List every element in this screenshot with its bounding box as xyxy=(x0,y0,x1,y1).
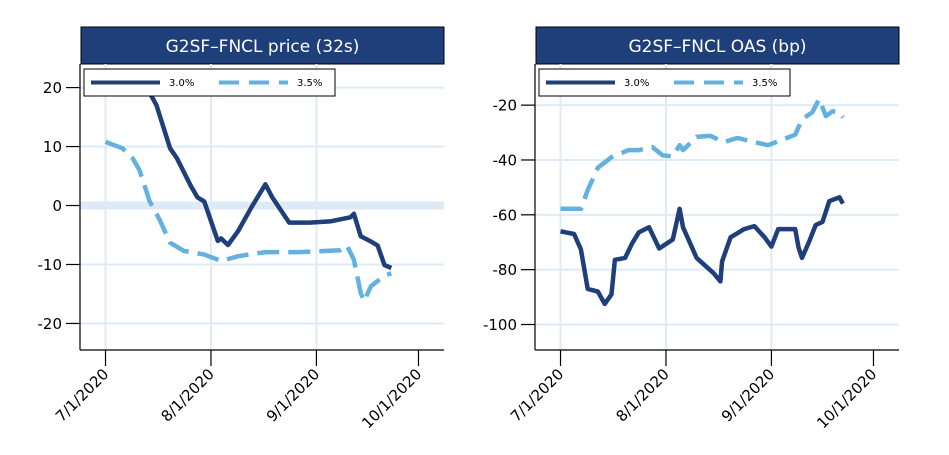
x-tick-label: 8/1/2020 xyxy=(157,365,217,425)
x-tick-label: 8/1/2020 xyxy=(612,365,672,425)
y-tick-label: 10 xyxy=(43,138,62,156)
oas-chart-title-bar xyxy=(535,26,900,65)
x-tick-label: 9/1/2020 xyxy=(263,365,323,425)
legend-label-3-0: 3.0% xyxy=(624,78,649,89)
series-line-3-5- xyxy=(560,96,845,212)
x-tick-label: 10/1/2020 xyxy=(813,365,880,432)
oas-chart-panel: G2SF–FNCL OAS (bp) -20 -40 -60 -80 -100 7/1/2… xyxy=(483,26,900,432)
y-tick-label: -100 xyxy=(483,316,517,334)
oas-chart-legend: 3.0% 3.5% xyxy=(538,68,791,97)
oas-chart-title: G2SF–FNCL OAS (bp) xyxy=(628,37,806,57)
price-chart-title: G2SF–FNCL price (32s) xyxy=(166,37,360,57)
legend-label-3-5: 3.5% xyxy=(297,78,322,89)
series-line-3-0- xyxy=(560,195,845,307)
x-tick-label: 7/1/2020 xyxy=(52,365,112,425)
x-tick-label: 9/1/2020 xyxy=(718,365,778,425)
price-chart-title-bar xyxy=(80,26,445,65)
x-tick-label: 7/1/2020 xyxy=(507,365,567,425)
y-tick-label: -20 xyxy=(493,97,518,115)
legend-label-3-0: 3.0% xyxy=(169,78,194,89)
y-tick-label: 0 xyxy=(52,197,62,215)
y-tick-label: -80 xyxy=(493,261,518,279)
price-chart-legend: 3.0% 3.5% xyxy=(83,68,336,97)
y-tick-label: -20 xyxy=(38,315,63,333)
y-tick-label: 20 xyxy=(43,79,62,97)
series-line-3-0- xyxy=(105,84,393,271)
price-chart-panel: G2SF–FNCL price (32s) 20 10 0 -10 -20 7/1/202… xyxy=(38,26,445,432)
y-tick-label: -60 xyxy=(493,206,518,224)
series-line-3-5- xyxy=(104,139,393,304)
y-tick-label: -10 xyxy=(38,256,63,274)
legend-label-3-5: 3.5% xyxy=(752,78,777,89)
y-tick-label: -40 xyxy=(493,151,518,169)
x-tick-label: 10/1/2020 xyxy=(358,365,425,432)
